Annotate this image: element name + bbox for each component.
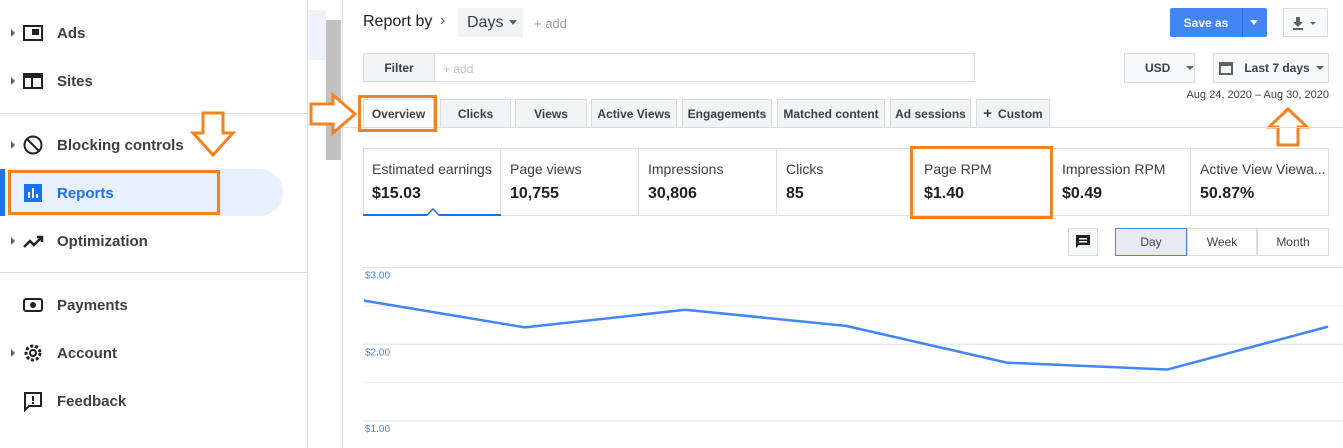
- metric-card[interactable]: Active View Viewa... 50.87%: [1191, 148, 1329, 216]
- chevron: ›: [440, 12, 446, 29]
- nav-label: Feedback: [57, 392, 127, 410]
- date-range: Aug 24, 2020 – Aug 30, 2020: [1186, 89, 1329, 101]
- metric-value: 85: [786, 185, 804, 202]
- arrow-down: [190, 111, 236, 158]
- filter-input[interactable]: + add: [434, 53, 975, 82]
- divider: [0, 272, 307, 273]
- separator: [1242, 8, 1243, 37]
- save-label: Save as: [1183, 15, 1229, 30]
- metric-card[interactable]: Impressions 30,806: [639, 148, 777, 216]
- card-edge: [363, 148, 364, 216]
- metric-label: Estimated earnings: [372, 161, 492, 177]
- nav-item[interactable]: Ads: [0, 11, 290, 55]
- divider: [0, 113, 307, 114]
- metric-value: 50.87%: [1200, 185, 1255, 202]
- nav-item[interactable]: Payments: [0, 283, 290, 327]
- highlight-box: [910, 146, 1053, 219]
- metric-card[interactable]: Estimated earnings $15.03: [363, 148, 501, 216]
- currency: USD: [1145, 61, 1171, 75]
- metric-label: Clicks: [786, 161, 824, 177]
- date-picker[interactable]: Last 7 days: [1213, 53, 1329, 83]
- nav-label: Sites: [57, 72, 93, 90]
- y-tick-label: $2.00: [365, 347, 390, 358]
- tab[interactable]: Overview: [363, 99, 434, 127]
- metric-value: $1.40: [924, 185, 965, 202]
- save-button[interactable]: Save as: [1170, 8, 1267, 37]
- selected-caret: [426, 208, 440, 216]
- metric-value: $15.03: [372, 185, 421, 202]
- caret: [1250, 20, 1258, 25]
- nav-item[interactable]: Blocking controls: [0, 123, 290, 167]
- tab-label: Custom: [998, 106, 1043, 121]
- tab[interactable]: Active Views: [591, 99, 677, 127]
- filter-label[interactable]: Filter: [363, 53, 435, 82]
- tab[interactable]: + Custom: [976, 99, 1050, 127]
- arrow-right: [309, 92, 358, 136]
- nav-label: Payments: [57, 296, 128, 314]
- download-button[interactable]: [1283, 8, 1328, 37]
- tab-rule: [343, 127, 1343, 128]
- highlight-box: [8, 170, 220, 215]
- sidebar: Ads Sites Blocking controls Reports Opti…: [0, 0, 308, 448]
- nav-label: Account: [57, 344, 117, 362]
- nav-item[interactable]: Sites: [0, 59, 290, 103]
- gutter: [308, 0, 343, 448]
- panel-shade: [308, 10, 326, 60]
- date-picker-label: Last 7 days: [1244, 61, 1310, 75]
- metric-label: Page views: [510, 161, 582, 177]
- metric-card[interactable]: Clicks 85: [777, 148, 915, 216]
- metric-label: Impression RPM: [1062, 161, 1166, 177]
- nav-label: Ads: [57, 24, 86, 42]
- tab[interactable]: Engagements: [682, 99, 772, 127]
- nav-item[interactable]: Reports: [0, 171, 290, 215]
- scrollbar[interactable]: [326, 20, 341, 160]
- active-highlight: [0, 169, 283, 216]
- metric-value: 30,806: [648, 185, 697, 202]
- tab[interactable]: Clicks: [440, 99, 511, 127]
- granularity-button[interactable]: Day: [1115, 228, 1187, 256]
- metric-label: Impressions: [648, 161, 724, 177]
- currency-dropdown[interactable]: USD: [1124, 53, 1195, 83]
- metric-value: $0.49: [1062, 185, 1103, 202]
- metric-label: Page RPM: [924, 161, 992, 177]
- tab[interactable]: Ad sessions: [890, 99, 971, 127]
- tab[interactable]: Views: [515, 99, 587, 127]
- nav-item[interactable]: Optimization: [0, 219, 290, 263]
- nav-label: Optimization: [57, 232, 148, 250]
- metric-card[interactable]: Page views 10,755: [501, 148, 639, 216]
- comment-button[interactable]: [1068, 228, 1098, 256]
- add-dimension[interactable]: + add: [534, 16, 567, 31]
- active-bar: [0, 169, 5, 216]
- nav-item[interactable]: Account: [0, 331, 290, 375]
- highlight-box: [358, 95, 437, 132]
- tab[interactable]: Matched content: [777, 99, 885, 127]
- y-tick-label: $1.00: [365, 424, 390, 435]
- line-series: [363, 299, 1329, 371]
- granularity-button[interactable]: Month: [1257, 228, 1329, 256]
- metric-card[interactable]: Impression RPM $0.49: [1053, 148, 1191, 216]
- dimension-dropdown[interactable]: Days: [458, 8, 523, 37]
- nav-item[interactable]: Feedback: [0, 379, 290, 423]
- metric-value: 10,755: [510, 185, 559, 202]
- nav-label: Reports: [57, 184, 114, 202]
- report-by: Report by: [363, 13, 433, 30]
- granularity-button[interactable]: Week: [1187, 228, 1257, 256]
- y-tick-label: $3.00: [365, 271, 390, 282]
- chart: $3.00 $2.00 $1.00: [363, 267, 1343, 435]
- metric-label: Active View Viewa...: [1200, 161, 1326, 177]
- dimension: Days: [467, 13, 504, 31]
- nav-label: Blocking controls: [57, 136, 184, 154]
